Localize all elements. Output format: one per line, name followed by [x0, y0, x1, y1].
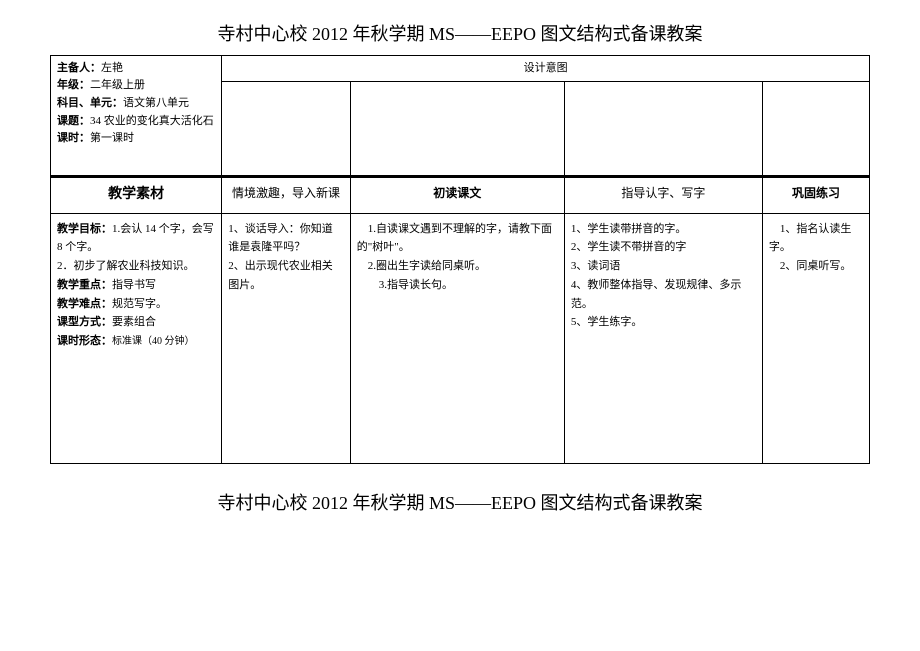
- page-title-bottom: 寺村中心校 2012 年秋学期 MS——EEPO 图文结构式备课教案: [50, 489, 870, 518]
- body-col1: 教学目标：1.会认 14 个字，会写 8 个字。2．初步了解农业科技知识。 教学…: [51, 213, 222, 463]
- label-nandian: 教学难点：: [57, 298, 112, 310]
- label-zhongdian: 教学重点：: [57, 279, 112, 291]
- text-kexing: 要素组合: [112, 316, 156, 328]
- header-col5: 巩固练习: [762, 177, 869, 213]
- header-col4: 指导认字、写字: [564, 177, 762, 213]
- value-zhuberen: 左艳: [101, 62, 123, 74]
- body-col3: 1.自读课文遇到不理解的字，请教下面的"树叶"。 2.圈出生字读给同桌听。 3.…: [350, 213, 564, 463]
- value-keshi: 第一课时: [90, 132, 134, 144]
- label-nianji: 年级：: [57, 79, 90, 91]
- text-zhongdian: 指导书写: [112, 279, 156, 291]
- blank-cell: [222, 82, 350, 177]
- header-col3: 初读课文: [350, 177, 564, 213]
- header-col2: 情境激趣，导入新课: [222, 177, 350, 213]
- text-nandian: 规范写字。: [112, 298, 167, 310]
- value-kemu: 语文第八单元: [123, 97, 189, 109]
- design-intent: 设计意图: [222, 55, 870, 82]
- lesson-plan-table: 主备人：左艳 年级：二年级上册 科目、单元：语文第八单元 课题：34 农业的变化…: [50, 55, 870, 464]
- label-keti: 课题：: [57, 115, 90, 127]
- blank-cell: [762, 82, 869, 177]
- label-xingtai: 课时形态：: [57, 335, 112, 347]
- label-keshi: 课时：: [57, 132, 90, 144]
- label-zhuberen: 主备人：: [57, 62, 101, 74]
- blank-cell: [564, 82, 762, 177]
- label-kexing: 课型方式：: [57, 316, 112, 328]
- label-kemu: 科目、单元：: [57, 97, 123, 109]
- body-col2: 1、谈话导入：你知道谁是袁隆平吗？2、出示现代农业相关图片。: [222, 213, 350, 463]
- body-col5: 1、指名认读生字。 2、同桌听写。: [762, 213, 869, 463]
- meta-cell: 主备人：左艳 年级：二年级上册 科目、单元：语文第八单元 课题：34 农业的变化…: [51, 55, 222, 177]
- blank-cell: [350, 82, 564, 177]
- body-col4: 1、学生读带拼音的字。2、学生读不带拼音的字3、读词语4、教师整体指导、发现规律…: [564, 213, 762, 463]
- page-title-top: 寺村中心校 2012 年秋学期 MS——EEPO 图文结构式备课教案: [50, 20, 870, 49]
- header-sucai: 教学素材: [51, 177, 222, 213]
- value-nianji: 二年级上册: [90, 79, 145, 91]
- label-mubiao: 教学目标：: [57, 223, 112, 235]
- value-keti: 34 农业的变化真大活化石: [90, 115, 214, 127]
- text-xingtai: 标准课（40 分钟）: [112, 336, 195, 347]
